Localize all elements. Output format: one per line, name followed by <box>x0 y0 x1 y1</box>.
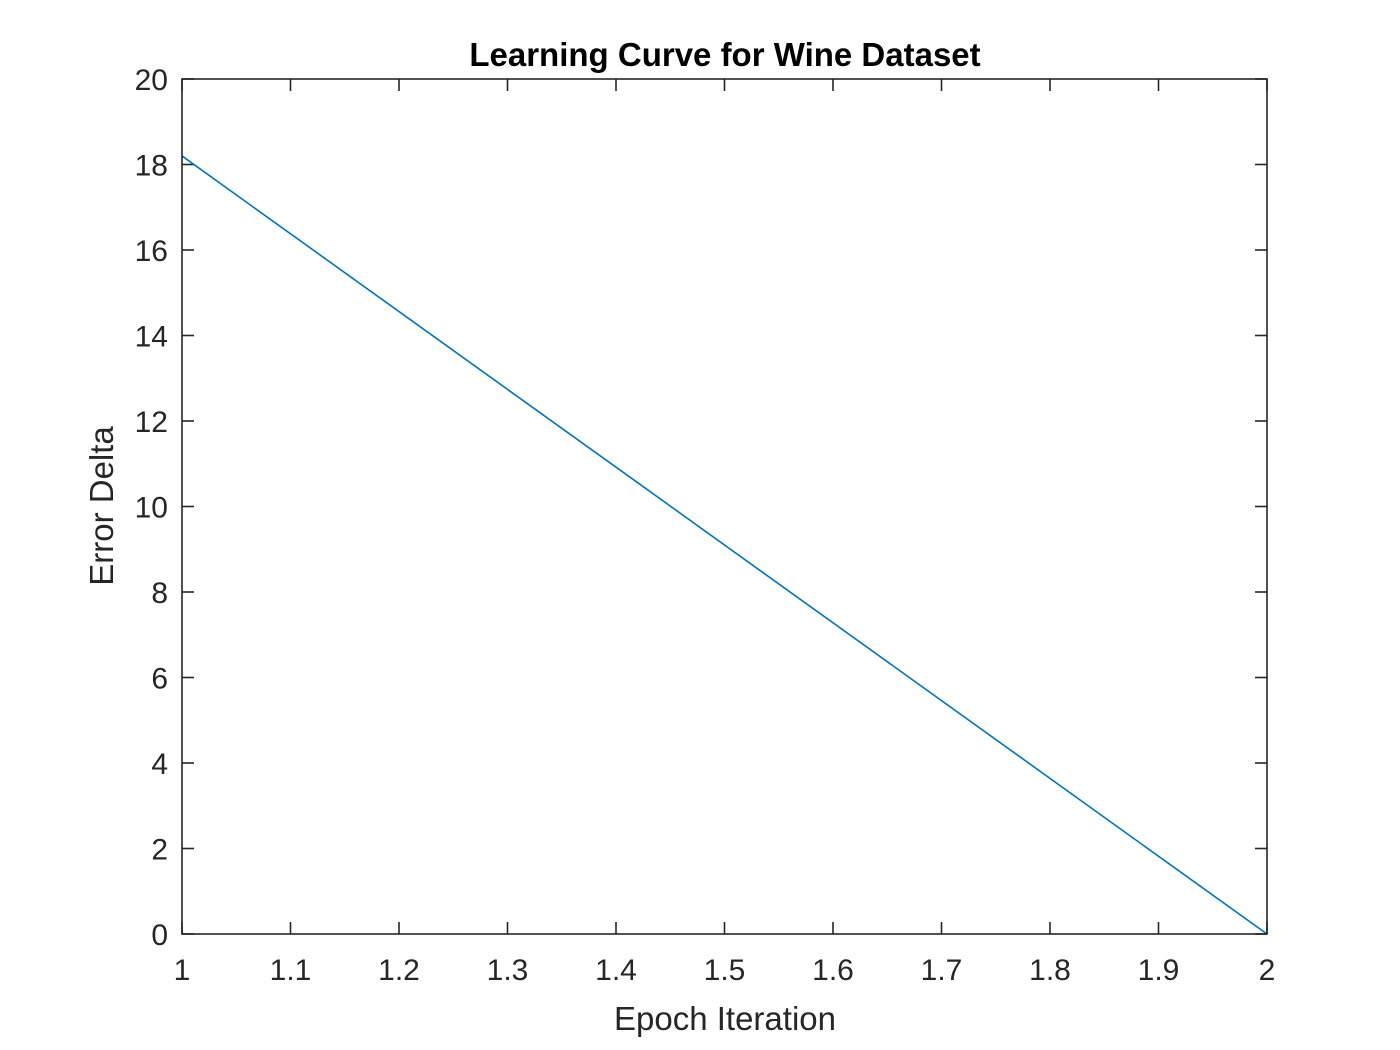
series-layer <box>181 155 1268 935</box>
y-tick-label: 4 <box>151 748 168 781</box>
y-axis-label: Error Delta <box>83 426 120 586</box>
x-tick-label: 1.1 <box>270 954 312 987</box>
plot-background <box>182 79 1267 934</box>
y-tick-label: 18 <box>135 150 168 183</box>
y-tick-label: 2 <box>151 834 168 867</box>
x-tick-label: 1.5 <box>704 954 746 987</box>
y-tick-label: 12 <box>135 406 168 439</box>
x-tick-label: 1.8 <box>1029 954 1071 987</box>
x-tick-label: 1 <box>174 954 191 987</box>
y-tick-label: 16 <box>135 235 168 268</box>
y-tick-label: 10 <box>135 492 168 525</box>
y-axis-tick-labels: 0 2 4 6 8 10 12 14 16 18 20 <box>135 64 168 952</box>
x-tick-label: 1.4 <box>595 954 637 987</box>
plot-frame <box>181 78 1268 935</box>
x-axis-tick-labels: 1 1.1 1.2 1.3 1.4 1.5 1.6 1.7 1.8 1.9 2 <box>174 954 1276 987</box>
x-tick-label: 1.9 <box>1138 954 1180 987</box>
x-tick-label: 2 <box>1259 954 1276 987</box>
y-tick-label: 0 <box>151 919 168 952</box>
x-tick-label: 1.6 <box>812 954 854 987</box>
series-line <box>181 155 1268 935</box>
y-tick-label: 8 <box>151 577 168 610</box>
chart-title: Learning Curve for Wine Dataset <box>469 36 980 73</box>
y-tick-label: 14 <box>135 321 168 354</box>
x-tick-label: 1.2 <box>378 954 420 987</box>
x-tick-label: 1.7 <box>921 954 963 987</box>
y-tick-label: 6 <box>151 663 168 696</box>
y-tick-label: 20 <box>135 64 168 97</box>
x-tick-label: 1.3 <box>487 954 529 987</box>
x-axis-label: Epoch Iteration <box>614 1000 836 1037</box>
